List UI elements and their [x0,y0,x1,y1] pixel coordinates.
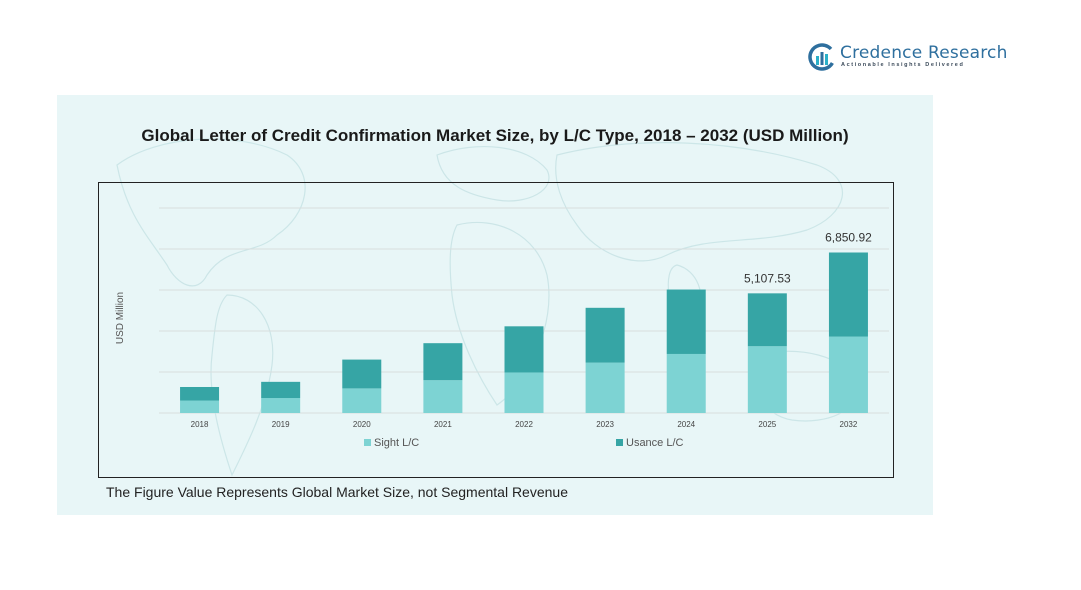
bar-sight-2024 [666,353,706,413]
bar-usance-2020 [342,359,382,389]
bar-usance-2019 [261,381,301,399]
legend-label-sight: Sight L/C [374,437,419,449]
stacked-bar-chart: 2018 2019 2020 2021 2022 2023 2024 2025 5,107.53… [115,207,889,449]
chart-panel: Global Letter of Credit Confirmation Mar… [57,95,933,515]
bar-sight-2032 [828,336,868,413]
logo-mark-icon [808,43,836,71]
bar-usance-2024 [666,289,706,354]
bars [180,252,868,413]
x-tick-label: 2032 [840,420,858,429]
data-label-2025: 5,107.53 [744,271,791,285]
x-tick-label: 2020 [353,420,371,429]
logo-brand-name: Credence Research [840,43,1008,63]
bar-usance-2021 [423,343,463,381]
bar-sight-2021 [423,380,463,413]
x-tick-label: 2024 [677,420,695,429]
bar-sight-2025 [747,346,787,413]
bar-sight-2019 [261,398,301,413]
x-tick-label: 2019 [272,420,290,429]
x-tick-label: 2018 [191,420,209,429]
footnote: The Figure Value Represents Global Marke… [106,484,568,500]
bar-sight-2023 [585,362,625,413]
x-tick-label: 2022 [515,420,533,429]
x-tick-label: 2021 [434,420,452,429]
x-tick-label: 2023 [596,420,614,429]
legend-swatch-usance [616,439,623,446]
data-label-2032: 6,850.92 [825,230,872,244]
bar-usance-2023 [585,307,625,363]
bar-sight-2018 [180,400,220,413]
bar-usance-2022 [504,326,544,373]
chart-frame: 2018 2019 2020 2021 2022 2023 2024 2025 5,107.53… [98,182,894,478]
legend: Sight L/C Usance L/C [364,437,684,449]
y-axis-label: USD Million [115,292,126,344]
labels: 2018 2019 2020 2021 2022 2023 2024 2025 5,107.53… [191,230,872,429]
bar-sight-2020 [342,388,382,413]
bar-sight-2022 [504,372,544,413]
bar-usance-2018 [180,386,220,401]
bar-usance-2032 [828,252,868,337]
bar-usance-2025 [747,293,787,347]
chart-title: Global Letter of Credit Confirmation Mar… [141,126,849,145]
x-tick-label: 2025 [758,420,776,429]
credence-research-logo: Credence Research Actionable Insights De… [808,42,1007,74]
legend-swatch-sight [364,439,371,446]
legend-label-usance: Usance L/C [626,437,684,449]
logo-tagline: Actionable Insights Delivered [841,62,965,68]
